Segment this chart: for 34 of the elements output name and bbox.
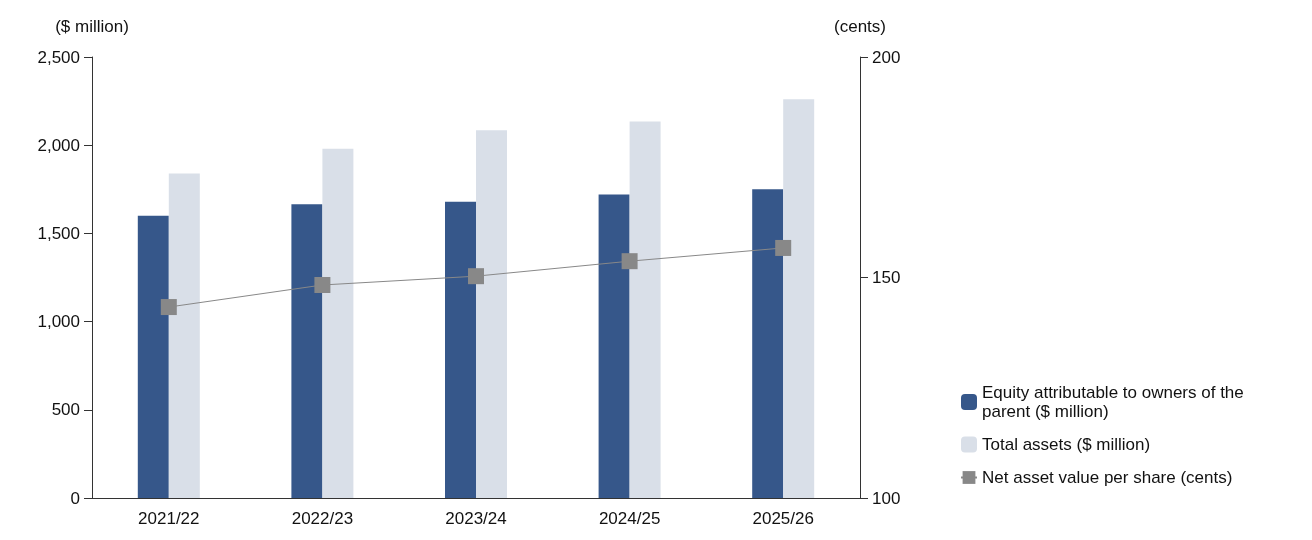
x-tick-label: 2025/26 bbox=[752, 509, 814, 528]
y-tick-label: 2,500 bbox=[37, 47, 80, 67]
legend-label: Total assets ($ million) bbox=[982, 435, 1151, 454]
y-tick-label: 1,000 bbox=[37, 312, 80, 332]
y-tick-label: 1,500 bbox=[37, 223, 80, 243]
bar bbox=[168, 173, 200, 498]
point bbox=[621, 253, 638, 270]
bar bbox=[629, 121, 661, 498]
x-tick-label: 2024/25 bbox=[598, 509, 661, 528]
bar bbox=[445, 201, 476, 498]
y-tick-label: 0 bbox=[70, 488, 80, 508]
y-axis-title: ($ million) bbox=[55, 17, 129, 36]
bar bbox=[476, 130, 507, 498]
point bbox=[314, 277, 331, 293]
bar bbox=[752, 189, 784, 498]
bar bbox=[137, 215, 169, 498]
y2-tick-label: 100 bbox=[872, 488, 901, 508]
y-tick-label: 500 bbox=[51, 400, 80, 420]
x-tick-label: 2022/23 bbox=[291, 509, 354, 528]
y2-axis-title: (cents) bbox=[834, 17, 886, 36]
point bbox=[468, 268, 484, 285]
point bbox=[160, 299, 177, 316]
bar bbox=[322, 148, 354, 498]
point bbox=[775, 239, 792, 256]
legend-label: Net asset value per share (cents) bbox=[982, 468, 1233, 487]
y2-tick-label: 200 bbox=[872, 47, 901, 67]
bar bbox=[291, 204, 323, 498]
y-tick-label: 2,000 bbox=[37, 135, 80, 155]
y2-tick-label: 150 bbox=[872, 268, 901, 287]
bar bbox=[598, 194, 630, 498]
x-tick-label: 2021/22 bbox=[138, 509, 200, 528]
x-tick-label: 2023/24 bbox=[445, 509, 507, 528]
legend-label: Equity attributable to owners of the parent ($ million) bbox=[982, 383, 1249, 421]
bar bbox=[783, 99, 815, 498]
